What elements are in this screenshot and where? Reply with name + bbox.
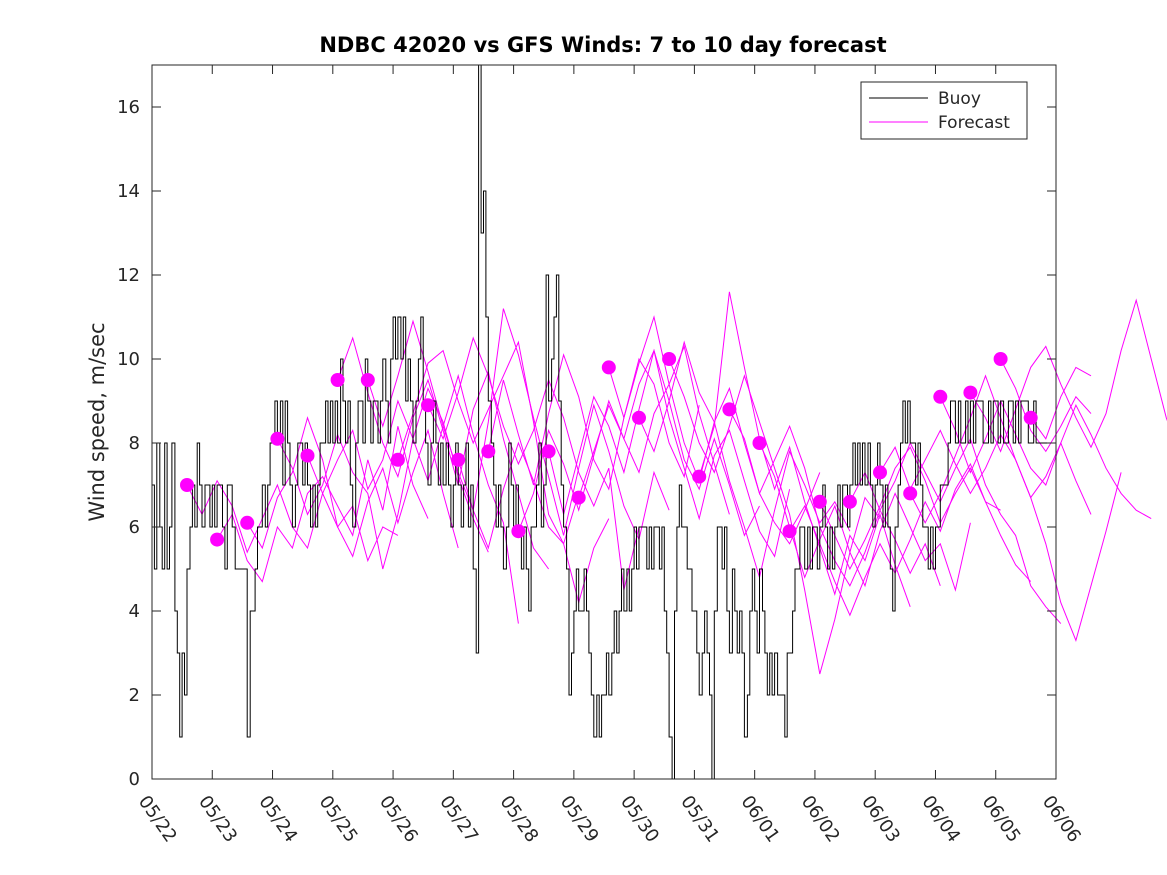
forecast-line bbox=[939, 396, 1152, 520]
chart-title: NDBC 42020 vs GFS Winds: 7 to 10 day for… bbox=[319, 33, 886, 57]
forecast-line bbox=[427, 336, 640, 591]
forecast-marker bbox=[752, 436, 767, 450]
y-tick-label: 16 bbox=[117, 97, 140, 118]
legend-forecast-label: Forecast bbox=[938, 113, 1010, 133]
y-tick-label: 0 bbox=[129, 769, 140, 790]
forecast-marker bbox=[360, 373, 375, 387]
forecast-marker bbox=[812, 494, 827, 509]
forecast-marker bbox=[692, 469, 707, 484]
y-axis: 0 2 4 6 8 10 12 14 16 bbox=[117, 97, 1056, 790]
forecast-marker bbox=[511, 524, 526, 539]
forecast-line bbox=[246, 416, 459, 558]
forecast-line bbox=[216, 426, 429, 583]
forecast-marker bbox=[571, 490, 586, 505]
forecast-marker bbox=[782, 524, 797, 539]
forecast-marker bbox=[541, 444, 556, 459]
forecast-marker bbox=[993, 352, 1008, 366]
forecast-marker bbox=[451, 452, 466, 467]
forecast-marker bbox=[963, 385, 978, 400]
plot-frame bbox=[151, 64, 1057, 780]
forecast-line bbox=[1030, 366, 1092, 440]
forecast-marker bbox=[842, 494, 857, 509]
forecast-marker bbox=[601, 360, 616, 375]
forecast-line bbox=[698, 291, 911, 607]
forecast-marker bbox=[180, 478, 194, 492]
legend-box bbox=[860, 81, 1028, 140]
forecast-marker bbox=[330, 373, 345, 387]
forecast-marker bbox=[873, 465, 887, 480]
y-tick-label: 4 bbox=[129, 601, 140, 622]
legend: Buoy Forecast bbox=[860, 81, 1028, 140]
forecast-marker bbox=[933, 389, 948, 404]
y-axis-label: Wind speed, m/sec bbox=[85, 322, 109, 521]
forecast-line bbox=[578, 349, 791, 558]
forecast-marker bbox=[270, 431, 285, 446]
forecast-marker bbox=[632, 410, 646, 425]
forecast-line bbox=[1000, 358, 1092, 453]
plot-area bbox=[151, 64, 1167, 780]
y-tick-label: 14 bbox=[117, 181, 140, 202]
forecast-marker bbox=[481, 444, 496, 459]
legend-buoy-label: Buoy bbox=[938, 89, 981, 109]
forecast-line bbox=[638, 340, 851, 580]
y-tick-label: 12 bbox=[117, 265, 140, 286]
forecast-marker bbox=[210, 532, 225, 547]
forecast-marker bbox=[1023, 410, 1038, 425]
forecast-marker bbox=[722, 402, 737, 417]
y-tick-label: 2 bbox=[129, 685, 140, 706]
y-tick-label: 6 bbox=[129, 517, 140, 538]
forecast-marker bbox=[390, 452, 405, 467]
forecast-line bbox=[969, 298, 1167, 453]
forecast-start-markers bbox=[180, 352, 1038, 547]
y-tick-label: 10 bbox=[117, 349, 140, 370]
forecast-line bbox=[909, 374, 1122, 642]
forecast-marker bbox=[421, 398, 435, 413]
forecast-line bbox=[819, 446, 1032, 582]
forecast-marker bbox=[300, 448, 315, 463]
forecast-line bbox=[487, 353, 700, 491]
forecast-line bbox=[668, 358, 881, 675]
forecast-marker bbox=[240, 515, 255, 530]
forecast-marker bbox=[903, 486, 918, 501]
forecast-marker bbox=[662, 352, 677, 366]
forecast-line bbox=[397, 340, 610, 605]
y-tick-label: 8 bbox=[129, 433, 140, 454]
